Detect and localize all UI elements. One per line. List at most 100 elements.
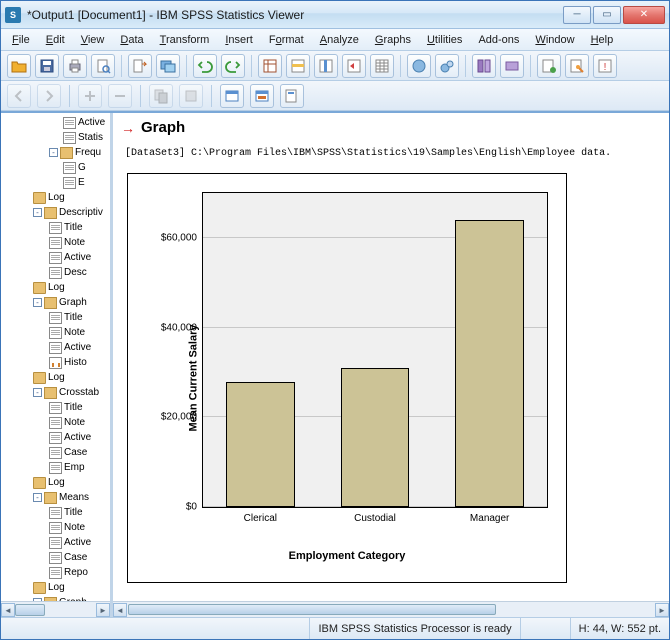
goto-case-button[interactable] xyxy=(286,54,310,78)
tree-item[interactable]: -Crosstab xyxy=(31,385,110,400)
tree-item[interactable]: -Frequ xyxy=(47,145,110,160)
tree-toggle[interactable]: - xyxy=(33,493,42,502)
menu-transform[interactable]: Transform xyxy=(153,32,217,48)
menu-add-ons[interactable]: Add-ons xyxy=(471,32,526,48)
scroll-right-icon[interactable]: ► xyxy=(96,603,110,617)
tree-item[interactable]: E xyxy=(61,175,110,190)
tree-item[interactable]: Title xyxy=(47,505,110,520)
goto-var-button[interactable] xyxy=(342,54,366,78)
tree-item[interactable]: -Descriptiv xyxy=(31,205,110,220)
tree-item[interactable]: Emp xyxy=(47,460,110,475)
goto-data-button[interactable] xyxy=(258,54,282,78)
scroll-left-icon[interactable]: ◄ xyxy=(1,603,15,617)
log-icon xyxy=(33,477,46,489)
page-icon xyxy=(49,552,62,564)
tree-item[interactable]: Log xyxy=(31,280,110,295)
tree-item[interactable]: Log xyxy=(31,370,110,385)
menu-graphs[interactable]: Graphs xyxy=(368,32,418,48)
tree-item[interactable]: Active xyxy=(61,115,110,130)
tree-item[interactable]: Active xyxy=(47,250,110,265)
recall-dialog-button[interactable] xyxy=(156,54,180,78)
show-button[interactable] xyxy=(220,84,244,108)
tree-item[interactable]: Active xyxy=(47,340,110,355)
menu-view[interactable]: View xyxy=(74,32,112,48)
tree-item[interactable]: Histo xyxy=(47,355,110,370)
split-file-button[interactable] xyxy=(472,54,496,78)
tree-item[interactable]: Title xyxy=(47,400,110,415)
hide-button[interactable] xyxy=(250,84,274,108)
designate-window-button[interactable]: ! xyxy=(593,54,617,78)
scroll-right-icon[interactable]: ► xyxy=(655,603,669,617)
chart[interactable]: Mean Current Salary Employment Category … xyxy=(127,173,567,583)
weight-cases-button[interactable] xyxy=(435,54,459,78)
menu-utilities[interactable]: Utilities xyxy=(420,32,469,48)
tree-item[interactable]: G xyxy=(61,160,110,175)
svg-text:!: ! xyxy=(604,62,607,73)
plot-area: $0$20,000$40,000$60,000ClericalCustodial… xyxy=(202,192,548,508)
tree-item[interactable]: Repo xyxy=(47,565,110,580)
tree-item[interactable]: Note xyxy=(47,520,110,535)
export-button[interactable] xyxy=(128,54,152,78)
minimize-button[interactable]: ─ xyxy=(563,6,591,24)
tree-toggle[interactable]: - xyxy=(33,208,42,217)
tree-item[interactable]: Log xyxy=(31,475,110,490)
outline-scrollbar[interactable]: ◄ ► xyxy=(1,601,110,617)
print-preview-button[interactable] xyxy=(91,54,115,78)
tree-label: Case xyxy=(64,552,87,563)
titlebar[interactable]: S *Output1 [Document1] - IBM SPSS Statis… xyxy=(1,1,669,29)
tree-item[interactable]: Log xyxy=(31,190,110,205)
tree-item[interactable]: Note xyxy=(47,325,110,340)
tree-toggle[interactable]: - xyxy=(33,388,42,397)
tree-item[interactable]: Title xyxy=(47,310,110,325)
select-cases-button[interactable] xyxy=(407,54,431,78)
menu-edit[interactable]: Edit xyxy=(39,32,72,48)
open-button[interactable] xyxy=(7,54,31,78)
tree-item[interactable]: Active xyxy=(47,430,110,445)
tree-item[interactable]: Note xyxy=(47,415,110,430)
tree-item[interactable]: Statis xyxy=(61,130,110,145)
tree-item[interactable]: Case xyxy=(47,550,110,565)
insert-heading-button[interactable] xyxy=(280,84,304,108)
use-sets-button[interactable] xyxy=(537,54,561,78)
redo-button[interactable] xyxy=(221,54,245,78)
tree-toggle[interactable]: - xyxy=(33,298,42,307)
menu-window[interactable]: Window xyxy=(528,32,581,48)
x-tick-label: Custodial xyxy=(354,513,396,524)
customize-button[interactable] xyxy=(565,54,589,78)
menu-data[interactable]: Data xyxy=(113,32,150,48)
maximize-button[interactable]: ▭ xyxy=(593,6,621,24)
tree-item[interactable]: -Graph xyxy=(31,295,110,310)
book-icon xyxy=(44,207,57,219)
nav-forward-button xyxy=(37,84,61,108)
scroll-thumb[interactable] xyxy=(15,604,45,616)
tree-toggle[interactable]: - xyxy=(49,148,58,157)
page-icon xyxy=(49,417,62,429)
value-labels-button[interactable] xyxy=(500,54,524,78)
viewer-scrollbar[interactable]: ◄ ► xyxy=(113,601,669,617)
viewer-scroll[interactable]: → Graph [DataSet3] C:\Program Files\IBM\… xyxy=(113,113,669,601)
tree-item[interactable]: Title xyxy=(47,220,110,235)
menu-help[interactable]: Help xyxy=(584,32,621,48)
print-button[interactable] xyxy=(63,54,87,78)
menu-insert[interactable]: Insert xyxy=(218,32,260,48)
tree-item[interactable]: Active xyxy=(47,535,110,550)
scroll-left-icon[interactable]: ◄ xyxy=(113,603,127,617)
insert-var-button[interactable] xyxy=(370,54,394,78)
tree-label: Statis xyxy=(78,132,103,143)
outline-pane[interactable]: ActiveStatis-FrequGELog-DescriptivTitleN… xyxy=(1,113,113,617)
viewer-pane: → Graph [DataSet3] C:\Program Files\IBM\… xyxy=(113,113,669,617)
undo-button[interactable] xyxy=(193,54,217,78)
variables-button[interactable] xyxy=(314,54,338,78)
tree-label: E xyxy=(78,177,85,188)
close-button[interactable]: ✕ xyxy=(623,6,665,24)
menu-format[interactable]: Format xyxy=(262,32,311,48)
tree-item[interactable]: Log xyxy=(31,580,110,595)
scroll-thumb[interactable] xyxy=(128,604,496,615)
menu-analyze[interactable]: Analyze xyxy=(313,32,366,48)
tree-item[interactable]: Case xyxy=(47,445,110,460)
save-button[interactable] xyxy=(35,54,59,78)
tree-item[interactable]: -Means xyxy=(31,490,110,505)
tree-item[interactable]: Note xyxy=(47,235,110,250)
tree-item[interactable]: Desc xyxy=(47,265,110,280)
menu-file[interactable]: File xyxy=(5,32,37,48)
